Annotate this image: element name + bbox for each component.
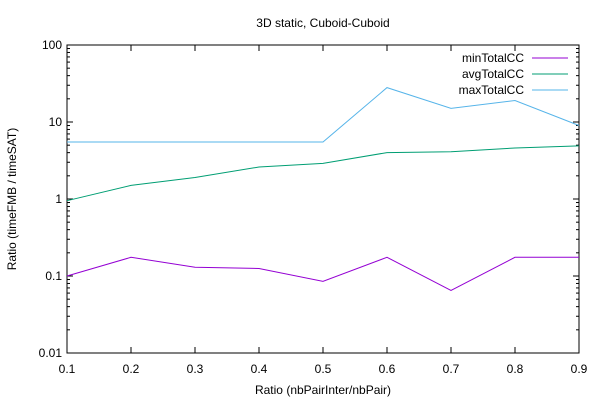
- y-axis-label: Ratio (timeFMB / timeSAT): [5, 128, 19, 270]
- series-line-minTotalCC: [66, 256, 579, 291]
- x-tick-label: 0.3: [187, 362, 204, 376]
- x-tick-label: 0.2: [123, 362, 140, 376]
- y-tick-label: 10: [49, 115, 63, 129]
- y-tick-label: 100: [42, 38, 62, 52]
- x-tick-label: 0.5: [315, 362, 332, 376]
- y-tick-label: 0.01: [39, 346, 63, 360]
- y-tick-label: 1: [55, 192, 62, 206]
- x-tick-label: 0.8: [507, 362, 524, 376]
- x-tick-label: 0.4: [251, 362, 268, 376]
- x-tick-label: 0.9: [571, 362, 588, 376]
- legend-label-maxTotalCC: maxTotalCC: [459, 83, 525, 97]
- plot-area: 0.01 0.1 1 10 100 0.1 0.2 0.3 0.4 0.5 0.6 0.7 0.8 0.9…: [39, 38, 588, 376]
- x-tick-label: 0.7: [443, 362, 460, 376]
- x-tick-label: 0.1: [59, 362, 76, 376]
- legend-label-minTotalCC: minTotalCC: [462, 51, 524, 65]
- x-tick-label: 0.6: [379, 362, 396, 376]
- series-line-avgTotalCC: [66, 145, 580, 202]
- legend-label-avgTotalCC: avgTotalCC: [462, 67, 524, 81]
- y-tick-label: 0.1: [45, 269, 62, 283]
- chart-title: 3D static, Cuboid-Cuboid: [256, 16, 389, 30]
- x-axis-label: Ratio (nbPairInter/nbPair): [255, 383, 391, 397]
- series-line-maxTotalCC: [67, 87, 580, 143]
